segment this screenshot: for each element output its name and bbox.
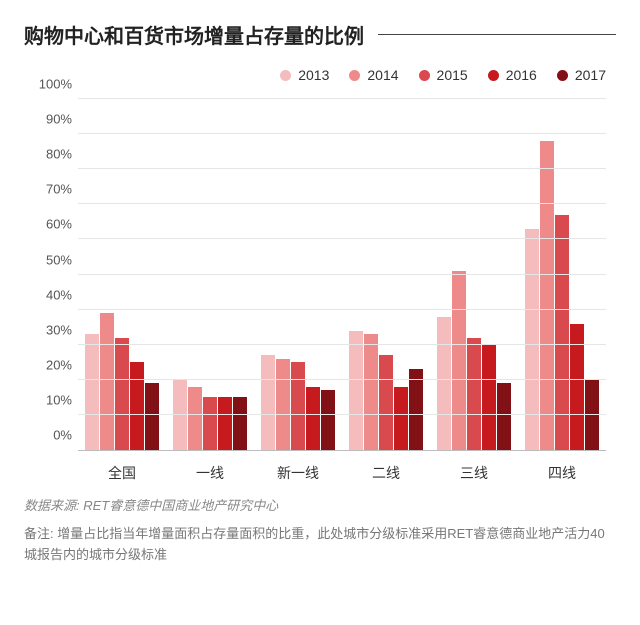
chart-card: 购物中心和百货市场增量占存量的比例 2013 2014 2015 2016 2017 0… <box>0 0 640 582</box>
x-axis-labels: 全国一线新一线二线三线四线 <box>78 455 606 485</box>
gridline <box>78 309 606 310</box>
chart: 0%10%20%30%40%50%60%70%80%90%100% 全国一线新一… <box>24 95 616 485</box>
bar <box>173 380 187 450</box>
bar <box>467 338 481 450</box>
gridline <box>78 133 606 134</box>
bar-groups <box>78 99 606 450</box>
y-axis-label: 90% <box>28 112 72 127</box>
bar <box>437 317 451 450</box>
legend: 2013 2014 2015 2016 2017 <box>24 67 616 83</box>
bar <box>100 313 114 450</box>
bar <box>218 397 232 450</box>
gridline <box>78 414 606 415</box>
y-axis-label: 70% <box>28 182 72 197</box>
bar <box>394 387 408 450</box>
y-axis-label: 80% <box>28 147 72 162</box>
y-axis-label: 0% <box>28 428 72 443</box>
gridline <box>78 168 606 169</box>
gridline <box>78 379 606 380</box>
gridline <box>78 238 606 239</box>
legend-dot-icon <box>349 70 360 81</box>
bar <box>115 338 129 450</box>
gridline <box>78 274 606 275</box>
legend-item: 2016 <box>488 67 537 83</box>
bar <box>321 390 335 450</box>
legend-label: 2015 <box>437 67 468 83</box>
bar-group <box>518 99 606 450</box>
legend-label: 2014 <box>367 67 398 83</box>
x-axis-label: 全国 <box>78 455 166 485</box>
note-text: 备注: 增量占比指当年增量面积占存量面积的比重，此处城市分级标准采用RET睿意德… <box>24 524 616 566</box>
legend-label: 2017 <box>575 67 606 83</box>
legend-item: 2017 <box>557 67 606 83</box>
bar <box>349 331 363 450</box>
bar <box>145 383 159 450</box>
bar <box>203 397 217 450</box>
bar <box>379 355 393 450</box>
legend-item: 2015 <box>419 67 468 83</box>
gridline <box>78 344 606 345</box>
legend-label: 2016 <box>506 67 537 83</box>
bar-group <box>78 99 166 450</box>
y-axis-label: 50% <box>28 252 72 267</box>
legend-dot-icon <box>280 70 291 81</box>
gridline <box>78 98 606 99</box>
legend-item: 2014 <box>349 67 398 83</box>
legend-dot-icon <box>557 70 568 81</box>
x-axis-label: 一线 <box>166 455 254 485</box>
title-divider <box>378 34 616 35</box>
y-axis-label: 40% <box>28 287 72 302</box>
chart-title: 购物中心和百货市场增量占存量的比例 <box>24 20 364 49</box>
bar <box>233 397 247 450</box>
bar-group <box>430 99 518 450</box>
y-axis-label: 20% <box>28 357 72 372</box>
bar <box>261 355 275 450</box>
bar <box>570 324 584 450</box>
y-axis-label: 60% <box>28 217 72 232</box>
x-axis-label: 三线 <box>430 455 518 485</box>
x-axis-label: 四线 <box>518 455 606 485</box>
bar <box>482 345 496 450</box>
title-row: 购物中心和百货市场增量占存量的比例 <box>24 20 616 49</box>
bar-group <box>254 99 342 450</box>
bar-group <box>166 99 254 450</box>
bar <box>188 387 202 450</box>
source-text: 数据来源: RET睿意德中国商业地产研究中心 <box>24 495 616 514</box>
y-axis-label: 10% <box>28 392 72 407</box>
bar <box>452 271 466 450</box>
bar <box>306 387 320 450</box>
legend-dot-icon <box>488 70 499 81</box>
bar <box>497 383 511 450</box>
bar <box>85 334 99 450</box>
bar <box>291 362 305 450</box>
bar <box>585 380 599 450</box>
y-axis-label: 30% <box>28 322 72 337</box>
bar <box>409 369 423 450</box>
gridline <box>78 203 606 204</box>
bar <box>540 141 554 450</box>
legend-item: 2013 <box>280 67 329 83</box>
legend-label: 2013 <box>298 67 329 83</box>
x-axis-label: 二线 <box>342 455 430 485</box>
x-axis-label: 新一线 <box>254 455 342 485</box>
bar <box>525 229 539 450</box>
y-axis-label: 100% <box>28 77 72 92</box>
bar-group <box>342 99 430 450</box>
plot-area: 0%10%20%30%40%50%60%70%80%90%100% <box>78 99 606 451</box>
bar <box>364 334 378 450</box>
legend-dot-icon <box>419 70 430 81</box>
bar <box>276 359 290 450</box>
bar <box>130 362 144 450</box>
